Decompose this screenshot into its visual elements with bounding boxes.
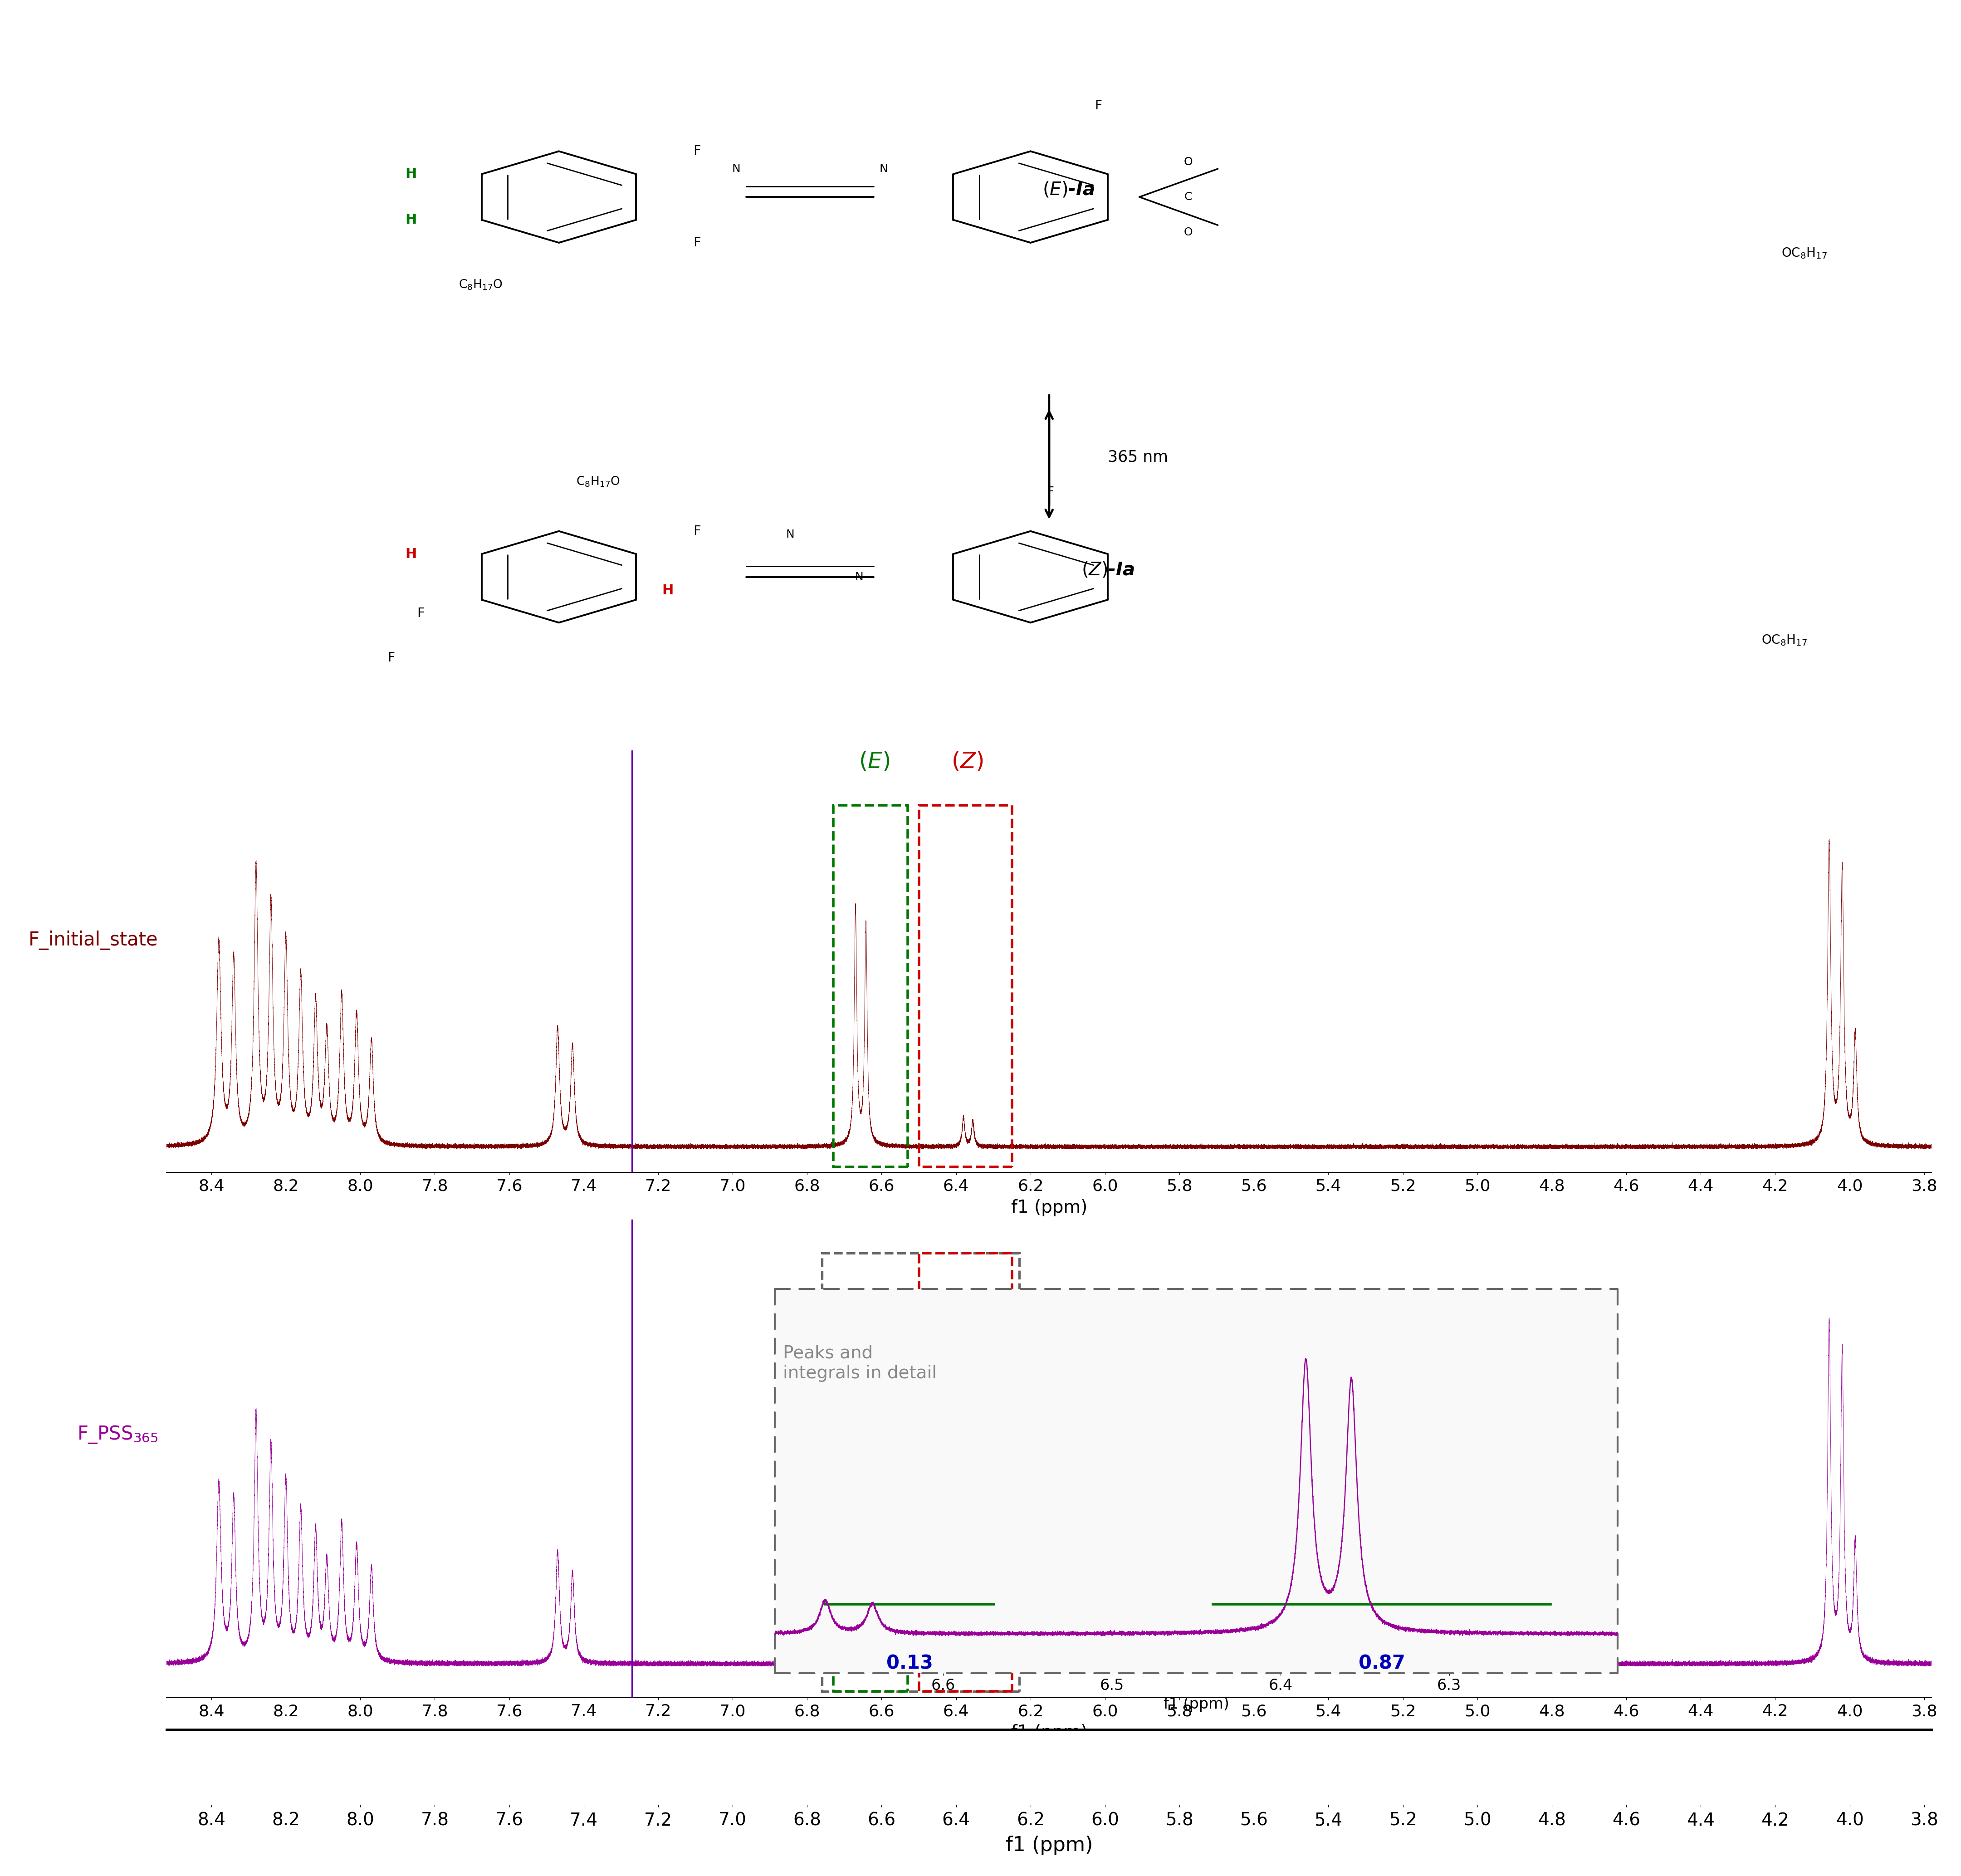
Text: H: H: [406, 167, 416, 180]
Text: C$_8$H$_{17}$O: C$_8$H$_{17}$O: [577, 475, 620, 488]
Text: 365 nm: 365 nm: [1108, 450, 1169, 465]
Text: $(Z)$: $(Z)$: [951, 750, 982, 773]
Text: N: N: [731, 163, 741, 174]
Text: H: H: [663, 583, 673, 597]
Text: F_initial_state: F_initial_state: [27, 930, 157, 949]
Text: O: O: [1184, 156, 1192, 167]
Text: H: H: [406, 214, 416, 227]
Text: OC$_8$H$_{17}$: OC$_8$H$_{17}$: [1781, 246, 1828, 261]
Text: $(E)$-Ia: $(E)$-Ia: [1043, 180, 1094, 199]
Text: F: F: [1094, 99, 1102, 113]
Text: F: F: [388, 651, 394, 664]
Text: N: N: [855, 572, 863, 582]
Text: C: C: [1184, 191, 1192, 203]
Text: $(E)$: $(E)$: [859, 750, 890, 773]
Text: 0.87: 0.87: [1359, 1655, 1404, 1673]
Text: F: F: [694, 525, 700, 538]
Text: F: F: [694, 144, 700, 158]
X-axis label: f1 (ppm): f1 (ppm): [1012, 1199, 1086, 1216]
Text: $(Z)$-Ia: $(Z)$-Ia: [1081, 561, 1135, 580]
Text: F: F: [694, 236, 700, 250]
Text: O: O: [1184, 227, 1192, 238]
Text: F_PSS$_{365}$: F_PSS$_{365}$: [76, 1424, 157, 1445]
X-axis label: f1 (ppm): f1 (ppm): [1012, 1724, 1086, 1741]
Text: 0.13: 0.13: [886, 1655, 933, 1673]
X-axis label: f1 (ppm): f1 (ppm): [1006, 1835, 1092, 1855]
Text: H: H: [406, 548, 416, 561]
Text: F: F: [418, 608, 424, 619]
Text: Peaks and
integrals in detail: Peaks and integrals in detail: [782, 1345, 937, 1383]
X-axis label: f1 (ppm): f1 (ppm): [1163, 1698, 1230, 1711]
Text: N: N: [786, 529, 794, 540]
Text: N: N: [879, 163, 888, 174]
Text: $\mathrm{C_8H_{17}O}$: $\mathrm{C_8H_{17}O}$: [459, 278, 502, 291]
Text: OC$_8$H$_{17}$: OC$_8$H$_{17}$: [1761, 634, 1808, 647]
Text: F: F: [1047, 486, 1053, 499]
